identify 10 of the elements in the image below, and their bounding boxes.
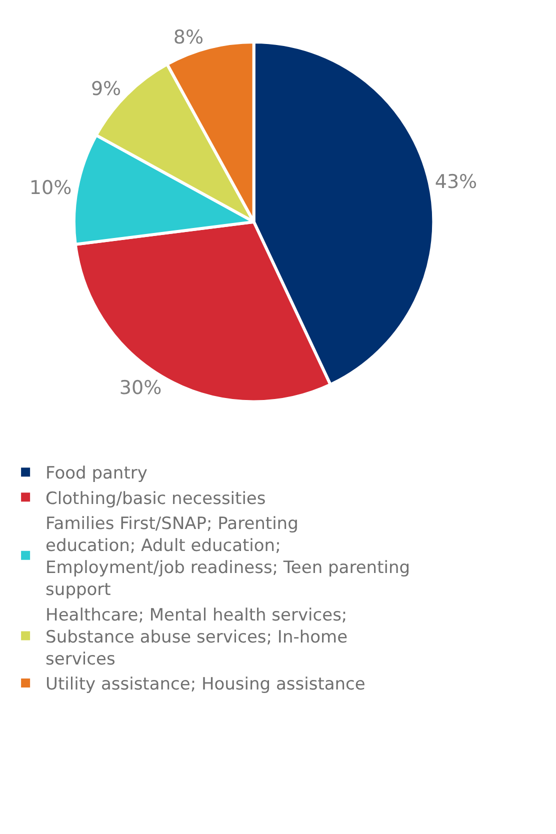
data-label: 43% <box>434 171 478 194</box>
legend-label: Families First/SNAP; Parenting education; Adult education; Employment/job readiness; Teen parenting support <box>46 514 410 600</box>
legend-label: Food pantry <box>46 464 148 484</box>
legend-label: Healthcare; Mental health services; Substance abuse services; In-home services <box>46 605 348 670</box>
data-label: 30% <box>119 376 162 399</box>
data-label: 10% <box>29 176 72 199</box>
legend-label: Utility assistance; Housing assistance <box>46 674 366 695</box>
data-label: 8% <box>173 26 204 48</box>
data-label: 9% <box>90 78 122 100</box>
legend-label: Clothing/basic necessities <box>46 488 266 509</box>
